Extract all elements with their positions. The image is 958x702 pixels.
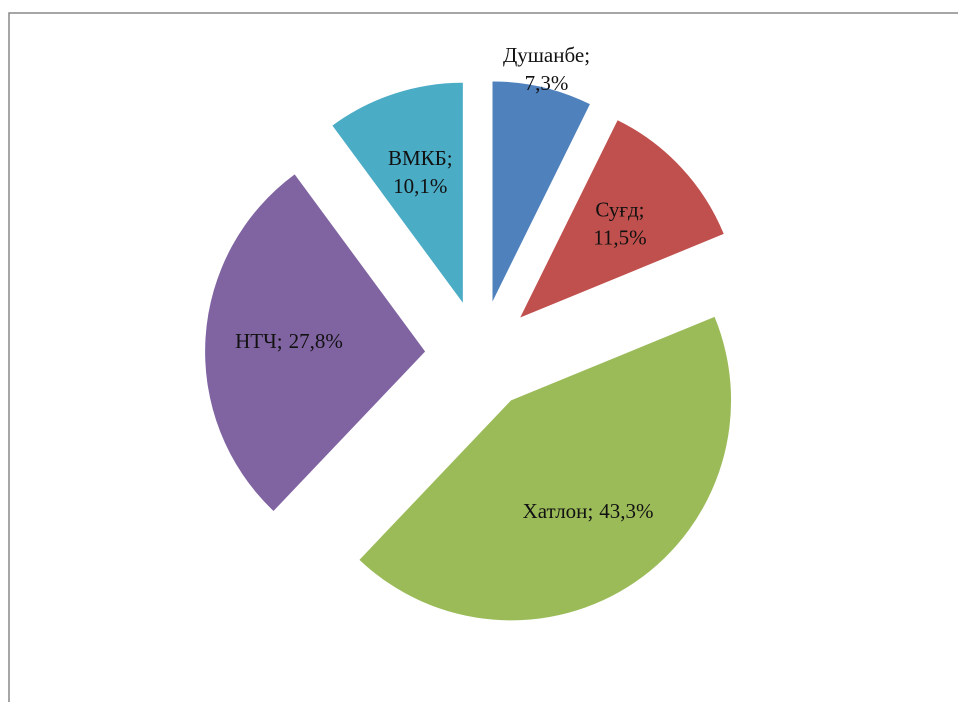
label-separator: ;	[587, 499, 593, 523]
label-separator: ;	[584, 43, 590, 67]
label-separator: ;	[447, 146, 453, 170]
slice-label: Суғд; 11,5%	[593, 197, 646, 249]
slice-value: 7,3%	[525, 71, 569, 95]
pie-slice	[205, 174, 426, 511]
pie-slice	[359, 316, 732, 621]
slice-label: ВМКБ; 10,1%	[388, 146, 453, 198]
pie-slice	[520, 120, 724, 318]
slice-category: НТЧ	[235, 329, 277, 353]
slice-value: 11,5%	[593, 225, 646, 249]
slice-value: 27,8%	[289, 329, 343, 353]
pie-slice	[492, 81, 590, 302]
pie-slice	[332, 82, 463, 303]
slice-category: ВМКБ	[388, 146, 447, 170]
slice-label: Душанбе; 7,3%	[503, 43, 590, 95]
slice-label: Хатлон; 43,3%	[523, 499, 654, 523]
slice-value: 10,1%	[393, 174, 447, 198]
slice-category: Суғд	[595, 197, 639, 221]
slice-label: НТЧ; 27,8%	[235, 329, 343, 353]
slice-category: Душанбе	[503, 43, 584, 67]
slice-category: Хатлон	[523, 499, 588, 523]
label-separator: ;	[277, 329, 283, 353]
label-separator: ;	[639, 197, 645, 221]
slice-value: 43,3%	[599, 499, 653, 523]
